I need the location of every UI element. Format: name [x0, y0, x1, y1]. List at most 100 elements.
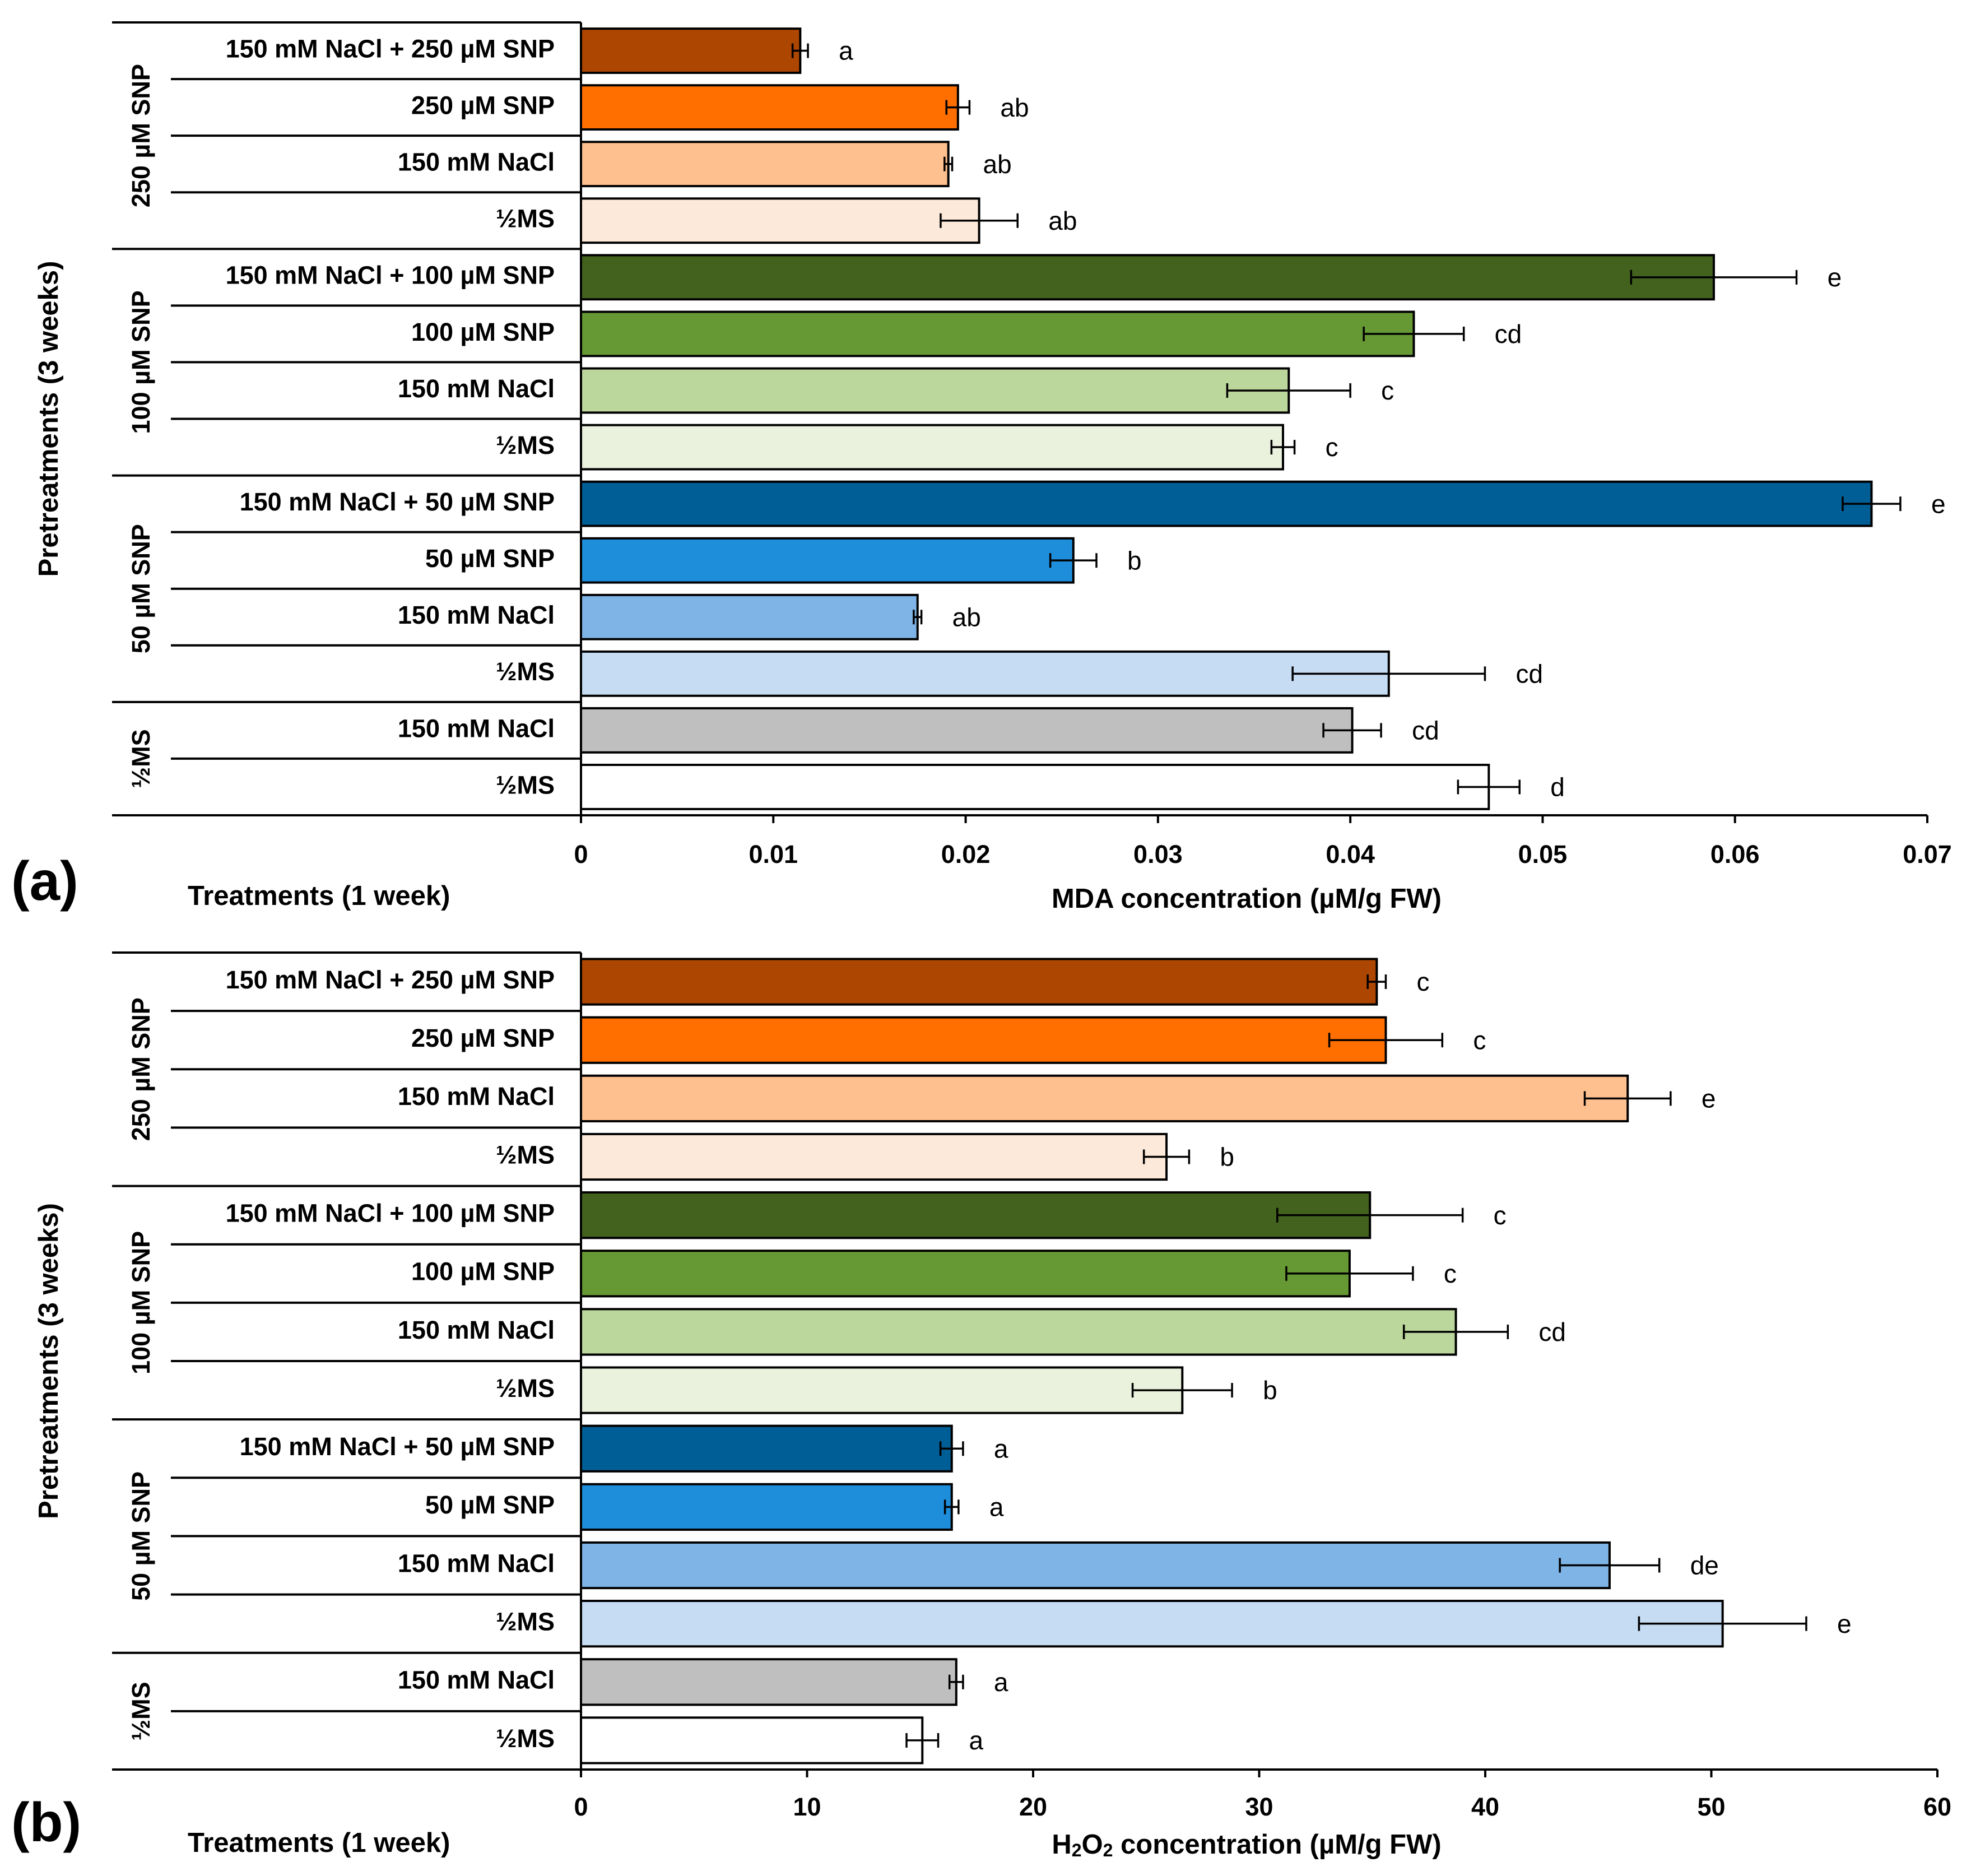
category-label: 150 mM NaCl: [398, 1316, 555, 1344]
significance-label: c: [1416, 967, 1429, 996]
y-axis-title: Pretreatments (3 weeks): [34, 261, 64, 577]
x-tick-label: 40: [1471, 1793, 1499, 1821]
category-label: ½MS: [496, 205, 555, 233]
group-label: 50 µM SNP: [127, 1471, 155, 1601]
significance-label: c: [1494, 1201, 1507, 1230]
bar: [580, 958, 1378, 1006]
bar: [580, 593, 919, 640]
treatments-label: Treatments (1 week): [188, 881, 450, 911]
bar: [580, 1424, 953, 1473]
x-axis-title: H2O2 concentration (µM/g FW): [1052, 1829, 1441, 1861]
group-label: 250 µM SNP: [127, 64, 155, 207]
bar: [580, 1016, 1387, 1064]
bar: [580, 1308, 1457, 1356]
category-label: 150 mM NaCl + 50 µM SNP: [240, 487, 555, 516]
x-tick-label: 0: [574, 1793, 588, 1821]
x-tick-label: 0.01: [749, 840, 798, 869]
panel-label: (a): [11, 850, 78, 912]
x-tick-label: 0.03: [1133, 840, 1183, 869]
significance-label: ab: [1000, 93, 1029, 122]
bar: [580, 1366, 1184, 1414]
x-tick-label: 50: [1697, 1793, 1725, 1821]
bar: [580, 537, 1075, 584]
x-axis-title-part: concentration (µM/g FW): [1113, 1829, 1441, 1860]
significance-label: de: [1690, 1551, 1719, 1580]
category-label: 150 mM NaCl + 100 µM SNP: [226, 1199, 555, 1228]
y-axis-title: Pretreatments (3 weeks): [34, 1203, 64, 1519]
category-label: 100 µM SNP: [411, 1257, 555, 1286]
bar: [580, 1250, 1351, 1298]
x-tick-label: 20: [1019, 1793, 1047, 1821]
significance-label: a: [994, 1434, 1008, 1463]
bar: [580, 1191, 1372, 1239]
significance-label: b: [1263, 1376, 1277, 1405]
significance-label: ab: [1048, 206, 1077, 235]
x-axis-title-part: O: [1082, 1829, 1103, 1860]
category-label: 150 mM NaCl: [398, 1549, 555, 1577]
x-tick-label: 10: [793, 1793, 821, 1821]
x-tick-label: 0.05: [1518, 840, 1568, 869]
category-label: 150 mM NaCl: [398, 148, 555, 177]
x-tick-label: 60: [1923, 1793, 1951, 1821]
x-axis-title-subscript: 2: [1072, 1840, 1082, 1860]
significance-label: cd: [1412, 716, 1439, 745]
bar: [580, 1074, 1629, 1122]
group-label: 50 µM SNP: [127, 524, 155, 653]
significance-label: a: [969, 1726, 984, 1755]
x-tick-label: 30: [1245, 1793, 1273, 1821]
category-label: 50 µM SNP: [425, 544, 555, 573]
x-tick-label: 0.02: [941, 840, 991, 869]
bar: [580, 1132, 1168, 1181]
bar: [580, 1483, 953, 1531]
significance-label: e: [1931, 489, 1946, 518]
significance-label: e: [1837, 1609, 1852, 1638]
significance-label: e: [1702, 1084, 1716, 1113]
significance-label: a: [989, 1493, 1004, 1522]
category-label: 150 mM NaCl: [398, 374, 555, 403]
significance-label: b: [1127, 546, 1142, 575]
group-label: 250 µM SNP: [127, 997, 155, 1141]
bar: [580, 1716, 924, 1764]
significance-label: e: [1828, 263, 1842, 292]
panel-label: (b): [11, 1791, 81, 1853]
bar: [580, 197, 980, 244]
category-label: 150 mM NaCl + 100 µM SNP: [226, 261, 555, 290]
significance-label: cd: [1516, 659, 1543, 688]
category-label: ½MS: [496, 1140, 555, 1169]
category-label: 150 mM NaCl + 250 µM SNP: [226, 965, 555, 994]
category-label: 150 mM NaCl: [398, 1666, 555, 1694]
group-label: ½MS: [127, 729, 155, 788]
bar: [580, 254, 1715, 301]
significance-label: c: [1473, 1025, 1486, 1055]
bar: [580, 650, 1390, 697]
significance-label: c: [1444, 1259, 1457, 1288]
category-label: 150 mM NaCl + 50 µM SNP: [240, 1432, 555, 1461]
bar: [580, 310, 1415, 357]
x-tick-label: 0.04: [1326, 840, 1375, 869]
bar: [580, 27, 802, 74]
group-label: 100 µM SNP: [127, 1231, 155, 1375]
bar: [580, 141, 950, 188]
category-label: 250 µM SNP: [411, 1024, 555, 1052]
category-label: 150 mM NaCl: [398, 601, 555, 629]
significance-label: c: [1326, 433, 1338, 462]
category-label: 250 µM SNP: [411, 91, 555, 119]
x-axis-title-part: H: [1052, 1829, 1071, 1860]
significance-label: a: [994, 1668, 1008, 1697]
category-label: ½MS: [496, 770, 555, 799]
category-label: 150 mM NaCl + 250 µM SNP: [226, 34, 555, 63]
category-label: ½MS: [496, 657, 555, 686]
bar: [580, 1600, 1724, 1648]
x-axis-title-subscript: 2: [1103, 1840, 1113, 1860]
category-label: ½MS: [496, 1374, 555, 1403]
category-label: 50 µM SNP: [425, 1490, 555, 1519]
category-label: 150 mM NaCl: [398, 714, 555, 742]
bar: [580, 84, 959, 131]
x-axis-title: MDA concentration (µM/g FW): [1052, 884, 1442, 914]
x-tick-label: 0.07: [1903, 840, 1952, 869]
category-label: ½MS: [496, 1724, 555, 1753]
group-label: 100 µM SNP: [127, 290, 155, 434]
bar: [580, 764, 1490, 810]
